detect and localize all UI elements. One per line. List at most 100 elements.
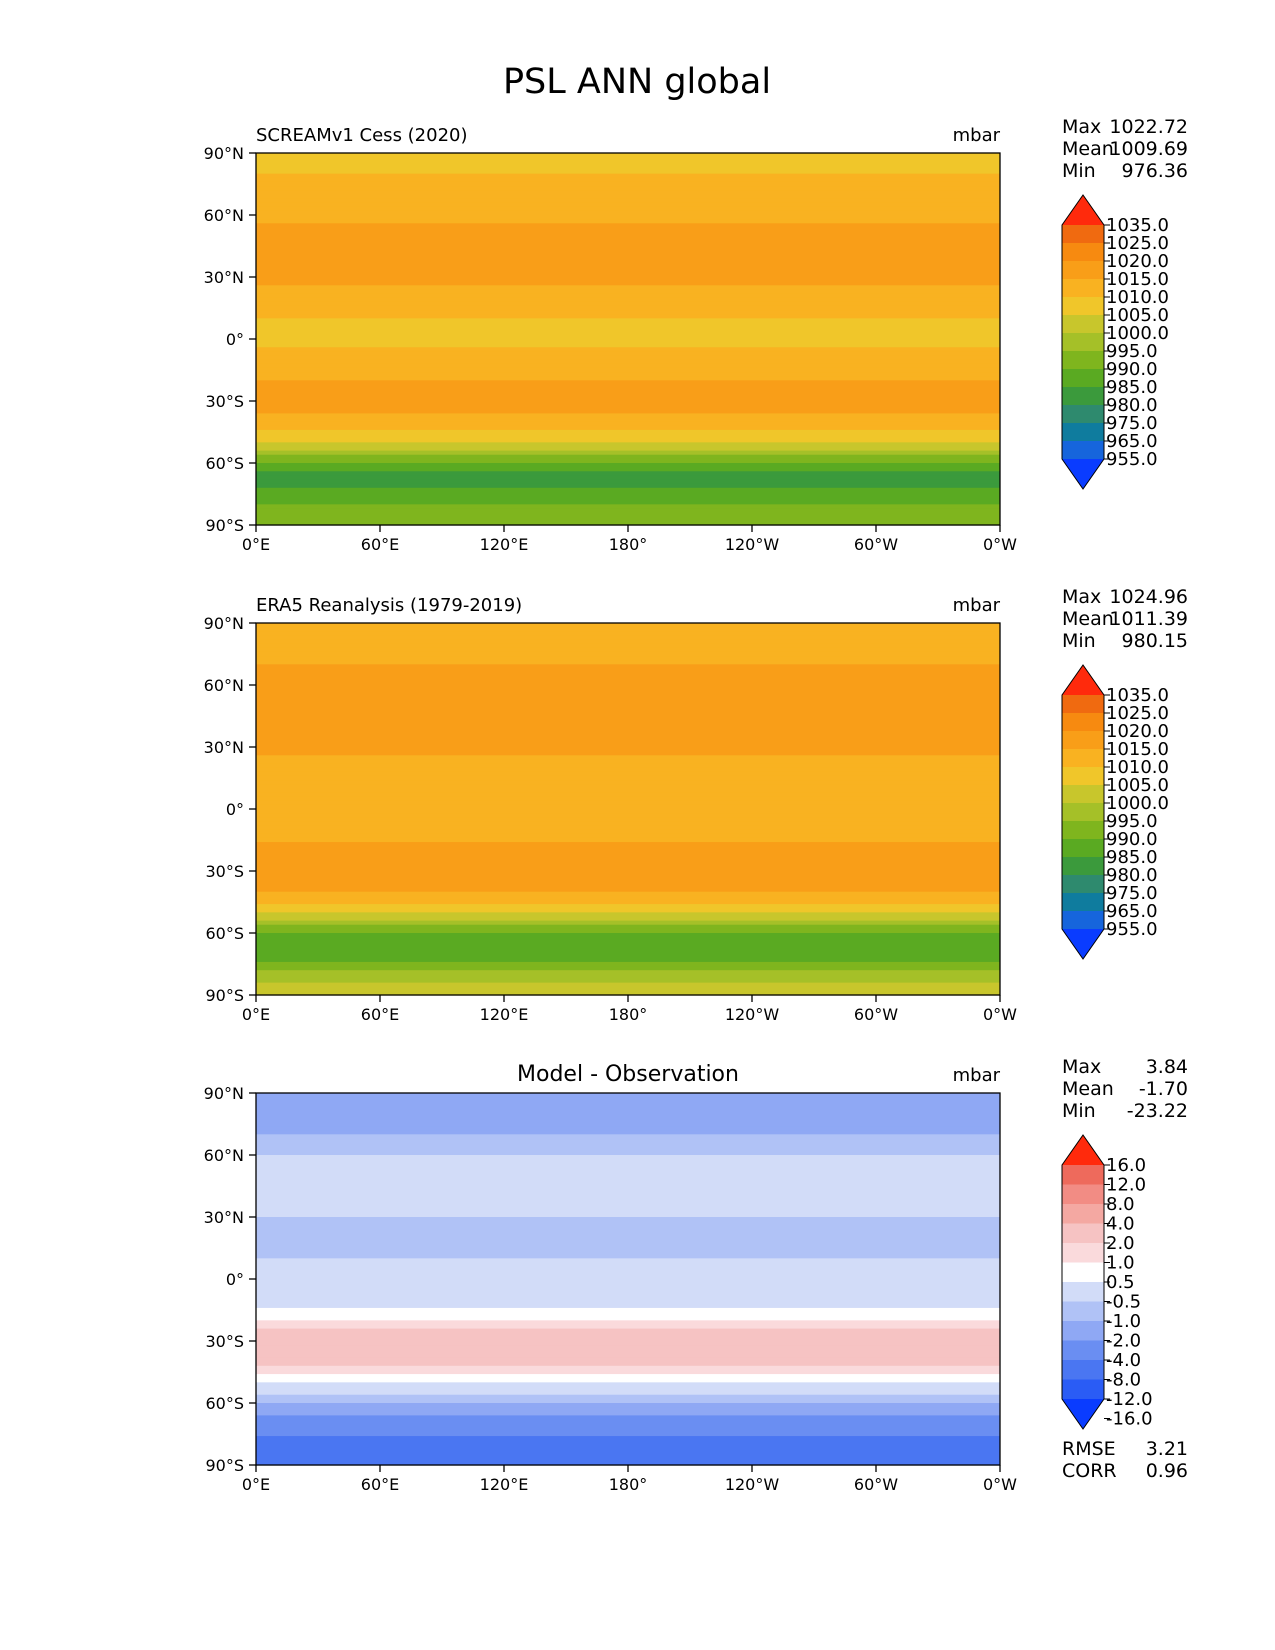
colorbar-label: 1010.0 (1106, 757, 1169, 778)
map-cell (256, 314, 1000, 319)
map-cell (256, 1250, 1000, 1255)
stat-label: Min (1062, 1100, 1096, 1122)
stat-value: -23.22 (1127, 1100, 1188, 1122)
colorbar-extend-min (1062, 459, 1104, 489)
map-cell (256, 850, 1000, 856)
map-cell (256, 664, 1000, 670)
map-cell (256, 920, 1000, 926)
map-cell (256, 730, 1000, 736)
map-cell (256, 623, 1000, 628)
colorbar-label: 995.0 (1106, 811, 1158, 832)
colorbar-bin (1062, 1340, 1104, 1361)
colorbar-label: 1035.0 (1106, 215, 1169, 236)
stat-value: 1024.96 (1109, 586, 1188, 608)
colorbar-bin (1062, 857, 1104, 876)
map-cell (256, 1299, 1000, 1305)
x-tick-label: 180° (609, 1475, 648, 1494)
y-tick-label: 30°S (205, 862, 244, 881)
figure-title: PSL ANN global (503, 62, 771, 102)
map-cell (256, 974, 1000, 980)
x-tick-label: 60°E (361, 1005, 399, 1024)
map-cell (256, 635, 1000, 641)
stat-label: Mean (1062, 608, 1114, 630)
map-cell (256, 961, 1000, 967)
colorbar-label: 975.0 (1106, 883, 1158, 904)
colorbar-label: 1005.0 (1106, 305, 1169, 326)
map-cell (256, 788, 1000, 794)
map-cell (256, 804, 1000, 810)
colorbar-bin (1062, 351, 1104, 370)
colorbar-bin (1062, 1321, 1104, 1341)
map-cell (256, 355, 1000, 361)
map-cell (256, 285, 1000, 290)
colorbar-bin (1062, 731, 1104, 750)
map-cell (256, 347, 1000, 352)
map-cell (256, 409, 1000, 414)
panel-title: Model - Observation (517, 1062, 739, 1087)
map-cell (256, 1167, 1000, 1173)
stat-value: 3.84 (1146, 1056, 1188, 1078)
map-cell (256, 1175, 1000, 1181)
colorbar-bin (1062, 1184, 1104, 1205)
map-cell (256, 1196, 1000, 1202)
x-tick-label: 0°W (983, 1475, 1017, 1494)
map-cell (256, 1382, 1000, 1388)
stat-label: Max (1062, 116, 1101, 138)
map-cell (256, 504, 1000, 510)
map-cell (256, 751, 1000, 756)
map-cell (256, 837, 1000, 843)
map-cell (256, 1452, 1000, 1458)
map-cell (256, 223, 1000, 228)
map-cell (256, 842, 1000, 847)
colorbar-bin (1062, 749, 1104, 768)
map-cell (256, 821, 1000, 827)
x-tick-label: 0°E (242, 535, 270, 554)
map-field (256, 153, 1000, 526)
map-cell (256, 705, 1000, 711)
map-cell (256, 680, 1000, 686)
stat-label: Min (1062, 160, 1096, 182)
y-tick-label: 90°S (205, 1456, 244, 1475)
map-cell (256, 438, 1000, 443)
panel-units: mbar (953, 1065, 1001, 1086)
map-cell (256, 1274, 1000, 1280)
map-cell (256, 1229, 1000, 1235)
colorbar-label: -0.5 (1106, 1292, 1141, 1313)
map-cell (256, 450, 1000, 456)
map-cell (256, 1295, 1000, 1301)
panel-units: mbar (953, 125, 1001, 146)
map-cell (256, 1225, 1000, 1230)
map-cell (256, 434, 1000, 439)
colorbar-label: 1035.0 (1106, 685, 1169, 706)
y-tick-label: 60°S (205, 454, 244, 473)
map-cell (256, 1353, 1000, 1359)
map-cell (256, 1105, 1000, 1111)
map-cell (256, 281, 1000, 286)
map-cell (256, 322, 1000, 328)
panel-title: SCREAMv1 Cess (2020) (256, 125, 468, 146)
map-cell (256, 372, 1000, 377)
colorbar-label: 980.0 (1106, 395, 1158, 416)
x-tick-label: 60°W (854, 1005, 898, 1024)
colorbar-bin (1062, 1379, 1104, 1400)
map-cell (256, 949, 1000, 955)
map-cell (256, 1287, 1000, 1292)
colorbar-label: 1020.0 (1106, 251, 1169, 272)
map-cell (256, 1266, 1000, 1272)
map-cell (256, 1357, 1000, 1363)
colorbar-label: 980.0 (1106, 865, 1158, 886)
colorbar-label: 1000.0 (1106, 793, 1169, 814)
map-cell (256, 380, 1000, 386)
map-cell (256, 376, 1000, 381)
stat-value: 1009.69 (1109, 138, 1188, 160)
map-cell (256, 1204, 1000, 1210)
map-cell (256, 339, 1000, 344)
map-cell (256, 1378, 1000, 1383)
map-cell (256, 272, 1000, 278)
colorbar-label: 965.0 (1106, 431, 1158, 452)
map-cell (256, 512, 1000, 518)
colorbar-bin (1062, 839, 1104, 858)
map-cell (256, 1411, 1000, 1416)
colorbar-label: -4.0 (1106, 1350, 1141, 1371)
map-cell (256, 516, 1000, 522)
